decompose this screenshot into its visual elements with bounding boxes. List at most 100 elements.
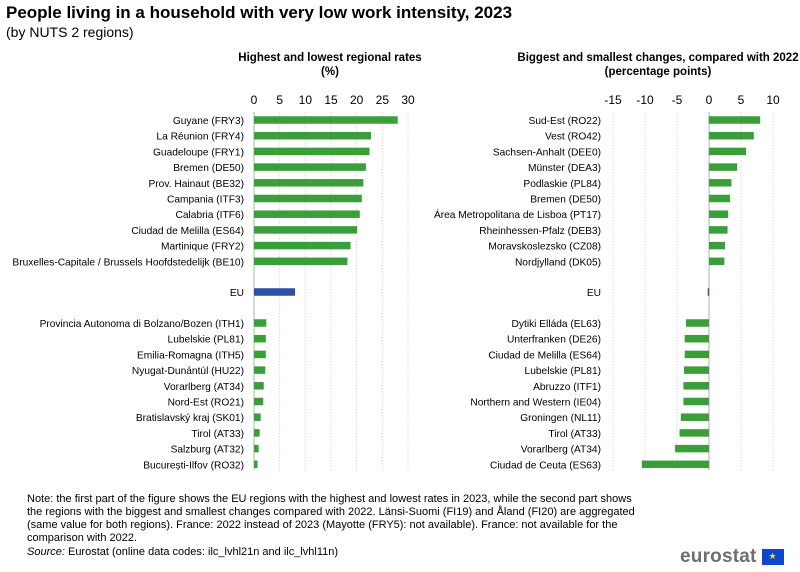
panel1-bar (254, 257, 348, 266)
panel2-category-label: Sachsen-Anhalt (DEE0) (493, 147, 601, 158)
panel1-category-label: Campania (ITF3) (167, 195, 244, 206)
panel2-bar (709, 226, 728, 234)
panel2-bar (709, 210, 729, 218)
logo-text: eurostat (680, 546, 757, 567)
panel1-bar (254, 226, 358, 234)
panel2-subtitle: (percentage points) (605, 66, 712, 78)
panel2-bar (709, 147, 747, 156)
panel2-bar (709, 179, 732, 187)
panel1-tick-label: 30 (401, 93, 415, 107)
panel1-category-label: Ciudad de Melilla (ES64) (131, 226, 244, 237)
panel2-tick-label: -15 (604, 93, 622, 107)
panel2-category-label: Nordjylland (DK05) (515, 257, 601, 268)
panel1-bar (254, 241, 351, 250)
panel2-bar (709, 194, 731, 203)
panel1-bar (254, 179, 364, 187)
panel2-category-label: Sud-Est (RO22) (529, 116, 601, 127)
panel1-category-label: Provincia Autonoma di Bolzano/Bozen (ITH… (40, 319, 244, 330)
figure-note: Note: the first part of the figure shows… (27, 493, 635, 544)
panel1-category-label: Emilia-Romagna (ITH5) (137, 350, 244, 361)
panel2-category-label: Vest (RO42) (545, 132, 601, 143)
panel2-tick-label: -10 (636, 93, 654, 107)
panel1-tick-label: 25 (376, 93, 390, 107)
panel2-category-label: Tirol (AT33) (548, 429, 601, 440)
panel1-tick-label: 20 (350, 93, 364, 107)
panel2-bar (709, 241, 725, 250)
panel2-category-label: Lubelskie (PL81) (525, 366, 601, 377)
panel1-bar (254, 460, 258, 469)
panel2-category-label: Vorarlberg (AT34) (521, 445, 601, 456)
panel1-subtitle: (%) (321, 66, 339, 78)
panel2-category-label: Unterfranken (DE26) (507, 335, 601, 346)
panel1-bar (254, 334, 266, 343)
panel2-tick-label: 10 (766, 93, 780, 107)
panel2-category-label: EU (587, 288, 601, 299)
panel1-bar (254, 366, 266, 374)
panel1-tick-label: 15 (324, 93, 338, 107)
panel1-bar (254, 444, 259, 453)
panel1-bar (254, 163, 366, 171)
panel2-category-label: Bremen (DE50) (530, 195, 601, 206)
panel2-bar (679, 429, 709, 437)
chart-area: Highest and lowest regional rates (%) 0 5 10… (12, 52, 798, 471)
panel1-category-label: Calabria (ITF6) (176, 210, 245, 221)
panel1-category-label: Bremen (DE50) (173, 163, 244, 174)
panel1-category-label: Salzburg (AT32) (171, 445, 244, 456)
panel2-bar (684, 350, 709, 359)
panel2-bar (685, 319, 709, 327)
panel2-category-label: Münster (DEA3) (528, 163, 601, 174)
panel2-category-label: Dytiki Elláda (EL63) (512, 319, 601, 330)
panel1-bar (254, 147, 370, 156)
panel2-bar (680, 413, 709, 421)
panel2-bar (709, 257, 725, 266)
panel2-bar (675, 444, 709, 453)
panel1-bar (254, 350, 266, 359)
panel2-bar (684, 366, 709, 374)
panel1-category-label: Vorarlberg (AT34) (164, 382, 244, 393)
panel2-tick-label: 0 (706, 93, 713, 107)
panel1-category-label: Guyane (FRY3) (173, 116, 244, 127)
panel2-category-label: Ciudad de Ceuta (ES63) (490, 460, 601, 471)
panel1-bar (254, 413, 261, 421)
panel2-bar (709, 116, 761, 124)
panel1-category-label: Nord-Est (RO21) (168, 398, 244, 409)
panel1-category-label: Nyugat-Dunántúl (HU22) (132, 366, 244, 377)
panel1-tick-label: 5 (276, 93, 283, 107)
figure-source: Source: Eurostat (online data codes: ilc… (27, 546, 338, 558)
panel2-bar (707, 288, 710, 296)
panel1-category-label: Bruxelles-Capitale / Brussels Hoofdstede… (12, 257, 244, 268)
panel2-bar (709, 131, 754, 140)
panel1-category-label: București-Ilfov (RO32) (143, 460, 244, 471)
panel2-bar (683, 397, 709, 406)
figure-title: People living in a household with very l… (6, 3, 513, 22)
panel1-bar (254, 194, 362, 203)
panel2-bar (709, 163, 738, 171)
panel1-category-label: EU (230, 288, 244, 299)
panel2-category-label: Groningen (NL11) (520, 413, 601, 424)
eu-flag-icon (761, 549, 784, 565)
panel2-bar (684, 334, 709, 343)
panel2-category-label: Podlaskie (PL84) (523, 179, 601, 190)
panel1-category-label: Prov. Hainaut (BE32) (148, 179, 244, 190)
panel1-bar (254, 397, 264, 406)
panel1-category-label: Lubelskie (PL81) (168, 335, 244, 346)
eurostat-logo[interactable]: eurostat (680, 546, 784, 568)
panel2-bar (683, 382, 709, 390)
panel1-bar (254, 288, 296, 296)
source-label: Source: (27, 546, 65, 558)
source-text: Eurostat (online data codes: ilc_lvhl21n… (64, 546, 339, 558)
panel1-tick-label: 0 (251, 93, 258, 107)
panel1-bar (254, 210, 360, 218)
panel1-bar (254, 116, 398, 124)
panel2-category-label: Northern and Western (IE04) (470, 398, 601, 409)
panel1-category-label: Martinique (FRY2) (161, 242, 244, 253)
panel2-title: Biggest and smallest changes, compared w… (517, 52, 798, 64)
panel1-title: Highest and lowest regional rates (238, 52, 421, 64)
panel2-bar (641, 460, 709, 469)
panel1-bar (254, 131, 372, 140)
panel2-category-label: Rheinhessen-Pfalz (DEB3) (479, 226, 601, 237)
panel2-category-label: Ciudad de Melilla (ES64) (488, 350, 601, 361)
panel1-category-label: La Réunion (FRY4) (156, 132, 244, 143)
panel1-category-label: Guadeloupe (FRY1) (153, 147, 244, 158)
panel2-category-label: Área Metropolitana de Lisboa (PT17) (434, 208, 601, 221)
